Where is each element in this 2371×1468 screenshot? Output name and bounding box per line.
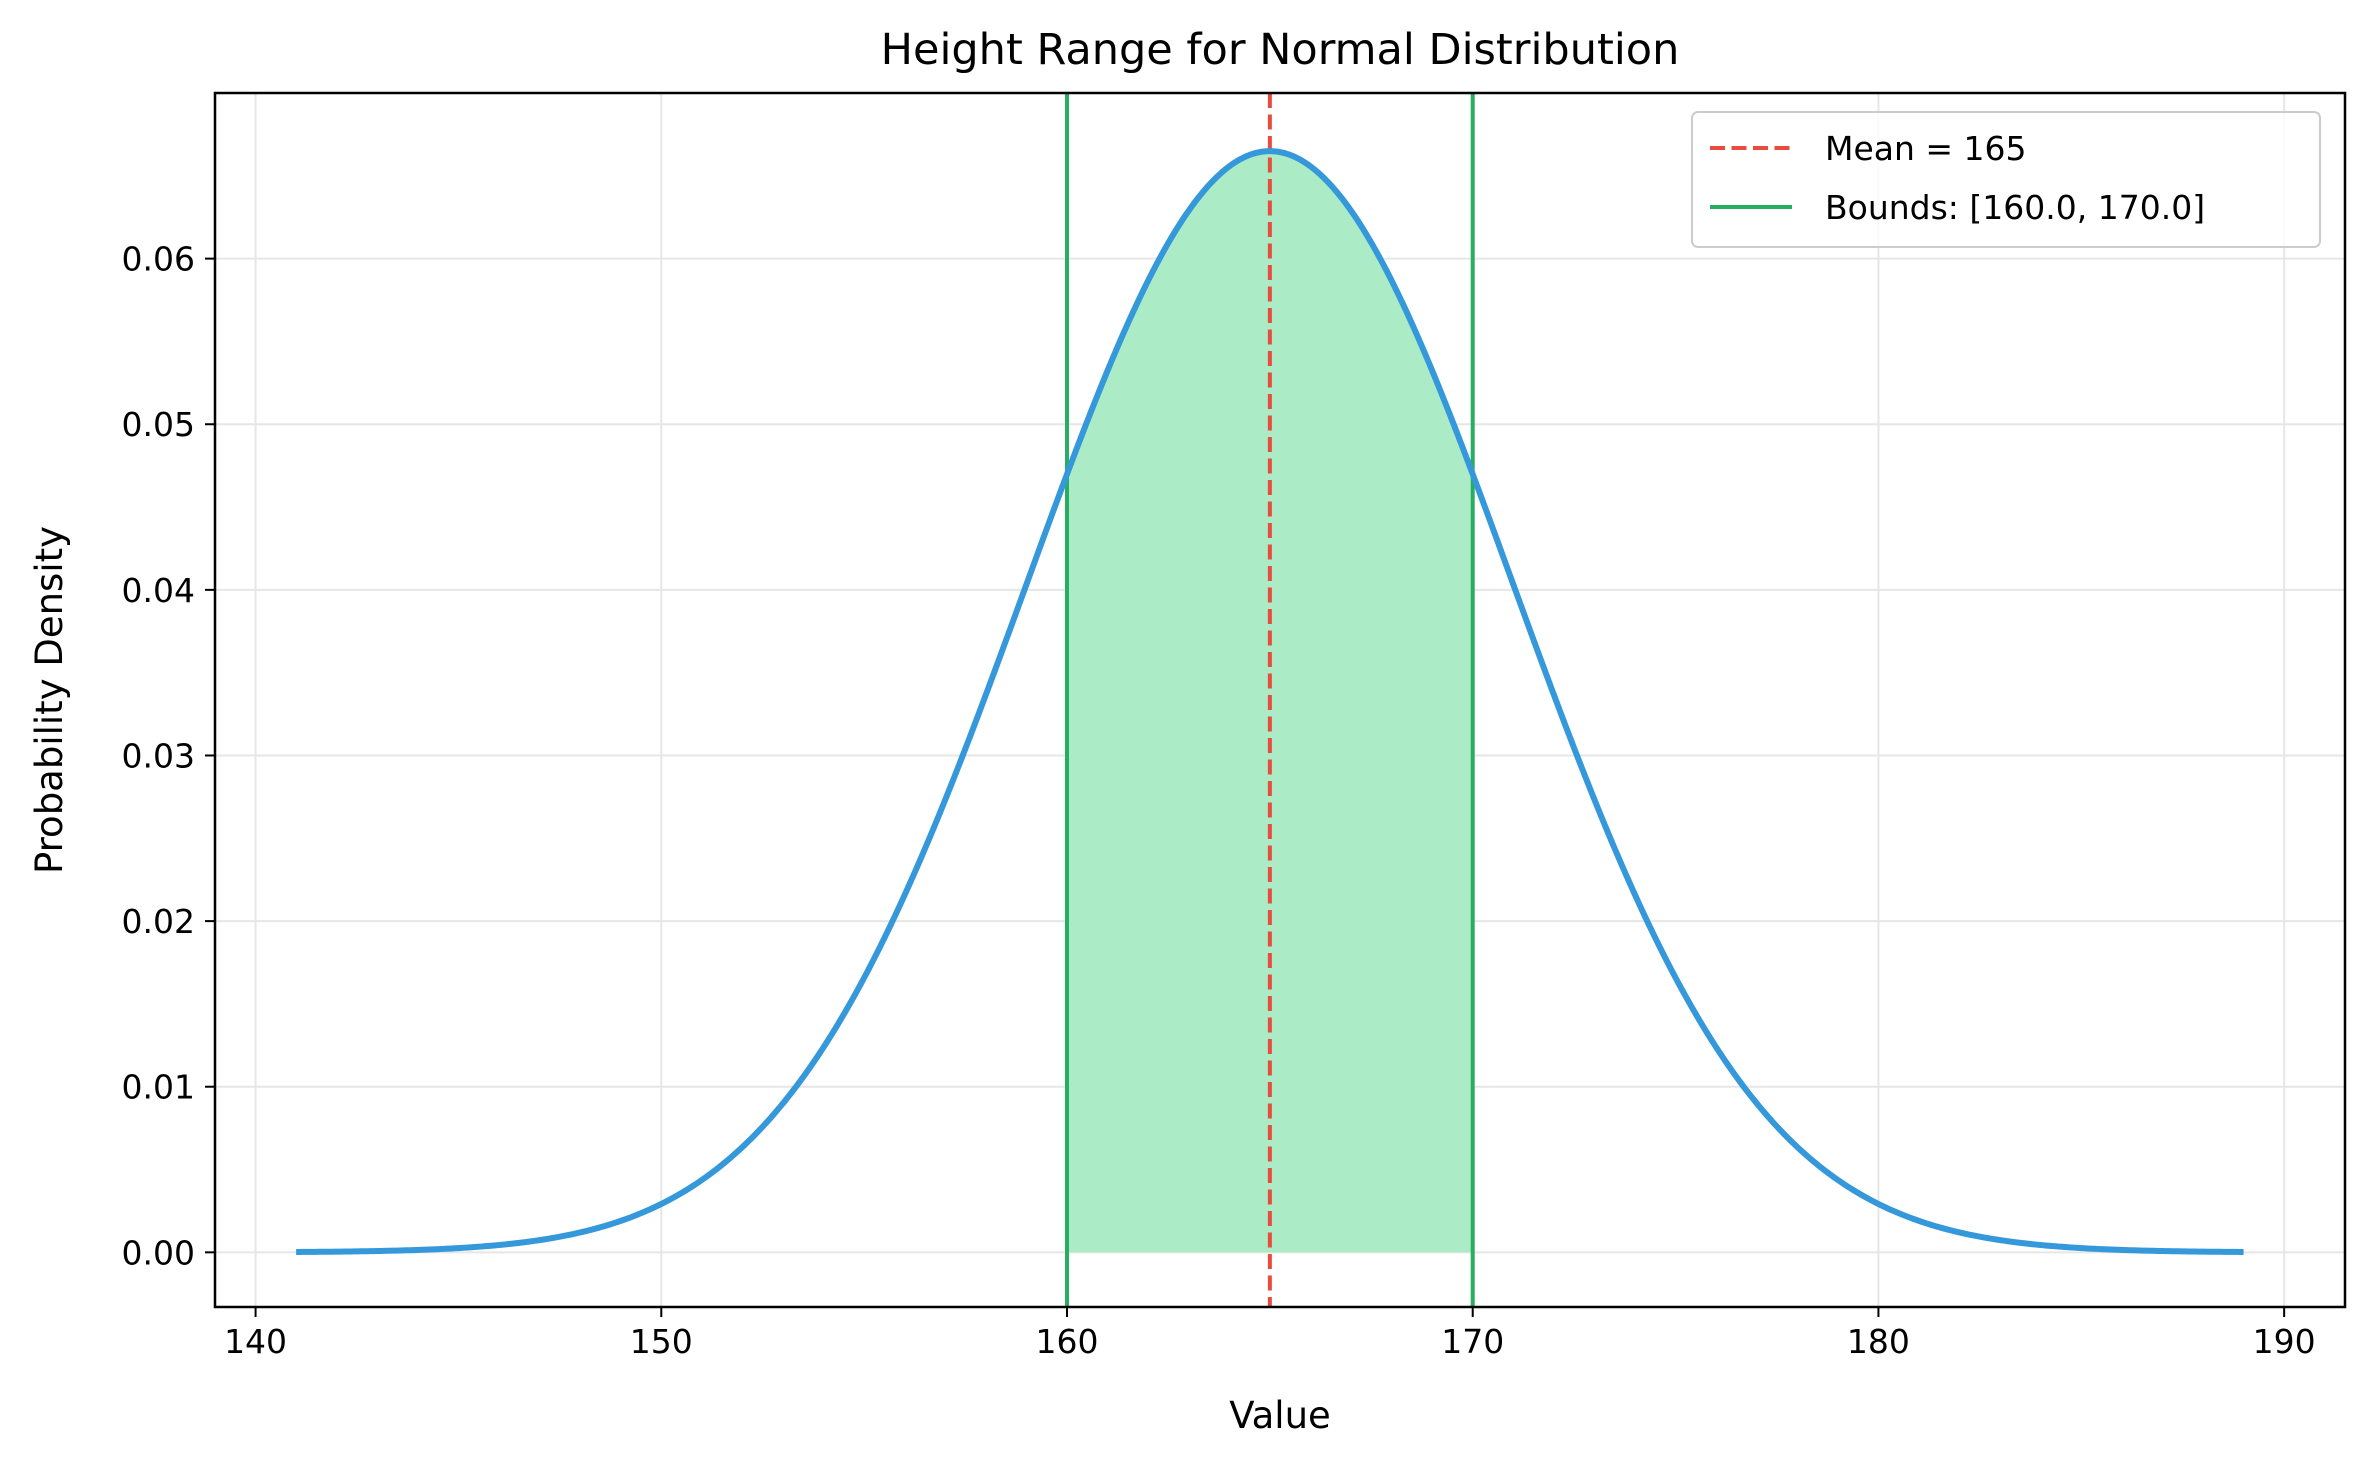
- x-tick-label: 150: [630, 1322, 693, 1361]
- y-axis-ticks: 0.00 0.01 0.02 0.03 0.04 0.05 0.06: [122, 240, 215, 1272]
- legend: Mean = 165 Bounds: [160.0, 170.0]: [1691, 111, 2321, 248]
- x-axis-label: Value: [1229, 1394, 1331, 1437]
- legend-entry-mean: Mean = 165: [1825, 129, 2027, 168]
- legend-box: [1691, 111, 2321, 248]
- density-curve: [296, 148, 2244, 1255]
- legend-entry-bounds: Bounds: [160.0, 170.0]: [1825, 188, 2205, 227]
- x-tick-label: 140: [224, 1322, 287, 1361]
- x-tick-label: 180: [1847, 1322, 1910, 1361]
- y-tick-label: 0.03: [122, 736, 195, 775]
- y-tick-label: 0.05: [122, 405, 195, 444]
- y-tick-label: 0.02: [122, 902, 195, 941]
- y-tick-label: 0.00: [122, 1233, 195, 1272]
- x-tick-label: 160: [1036, 1322, 1099, 1361]
- x-tick-label: 170: [1441, 1322, 1504, 1361]
- x-axis-ticks: 140 150 160 170 180 190: [224, 1307, 2316, 1361]
- plot-frame: [213, 91, 2347, 1309]
- y-tick-label: 0.04: [122, 571, 195, 610]
- y-axis-label: Probability Density: [28, 526, 71, 874]
- chart-title: Height Range for Normal Distribution: [881, 25, 1680, 75]
- x-tick-label: 190: [2253, 1322, 2316, 1361]
- y-tick-label: 0.01: [122, 1068, 195, 1107]
- vertical-lines: [1065, 93, 1475, 1307]
- y-tick-label: 0.06: [122, 240, 195, 279]
